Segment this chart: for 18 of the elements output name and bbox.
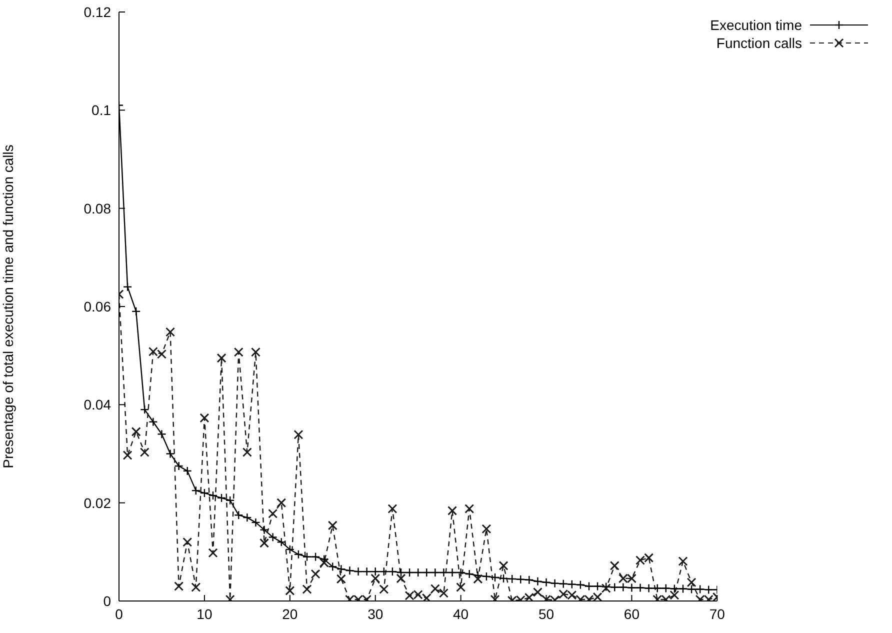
x-tick-label: 60	[624, 606, 640, 622]
x-tick-label: 40	[453, 606, 469, 622]
y-axis-title: Presentage of total execution time and function calls	[0, 144, 16, 468]
y-tick-label: 0.04	[84, 396, 112, 413]
y-tick-label: 0.12	[84, 4, 112, 20]
legend-label: Function calls	[716, 35, 802, 51]
x-tick-label: 10	[196, 606, 212, 622]
y-tick-label: 0.1	[92, 102, 112, 118]
x-tick-label: 0	[115, 606, 124, 622]
y-tick-label: 0.02	[84, 494, 112, 511]
x-tick-label: 30	[368, 606, 384, 622]
legend-label: Execution time	[710, 17, 802, 33]
y-tick-label: 0	[103, 592, 112, 609]
x-tick-label: 20	[282, 606, 298, 622]
y-tick-label: 0.06	[84, 298, 112, 314]
y-tick-label: 0.08	[84, 200, 112, 216]
x-tick-label: 50	[538, 606, 554, 622]
x-tick-label: 70	[709, 606, 726, 622]
